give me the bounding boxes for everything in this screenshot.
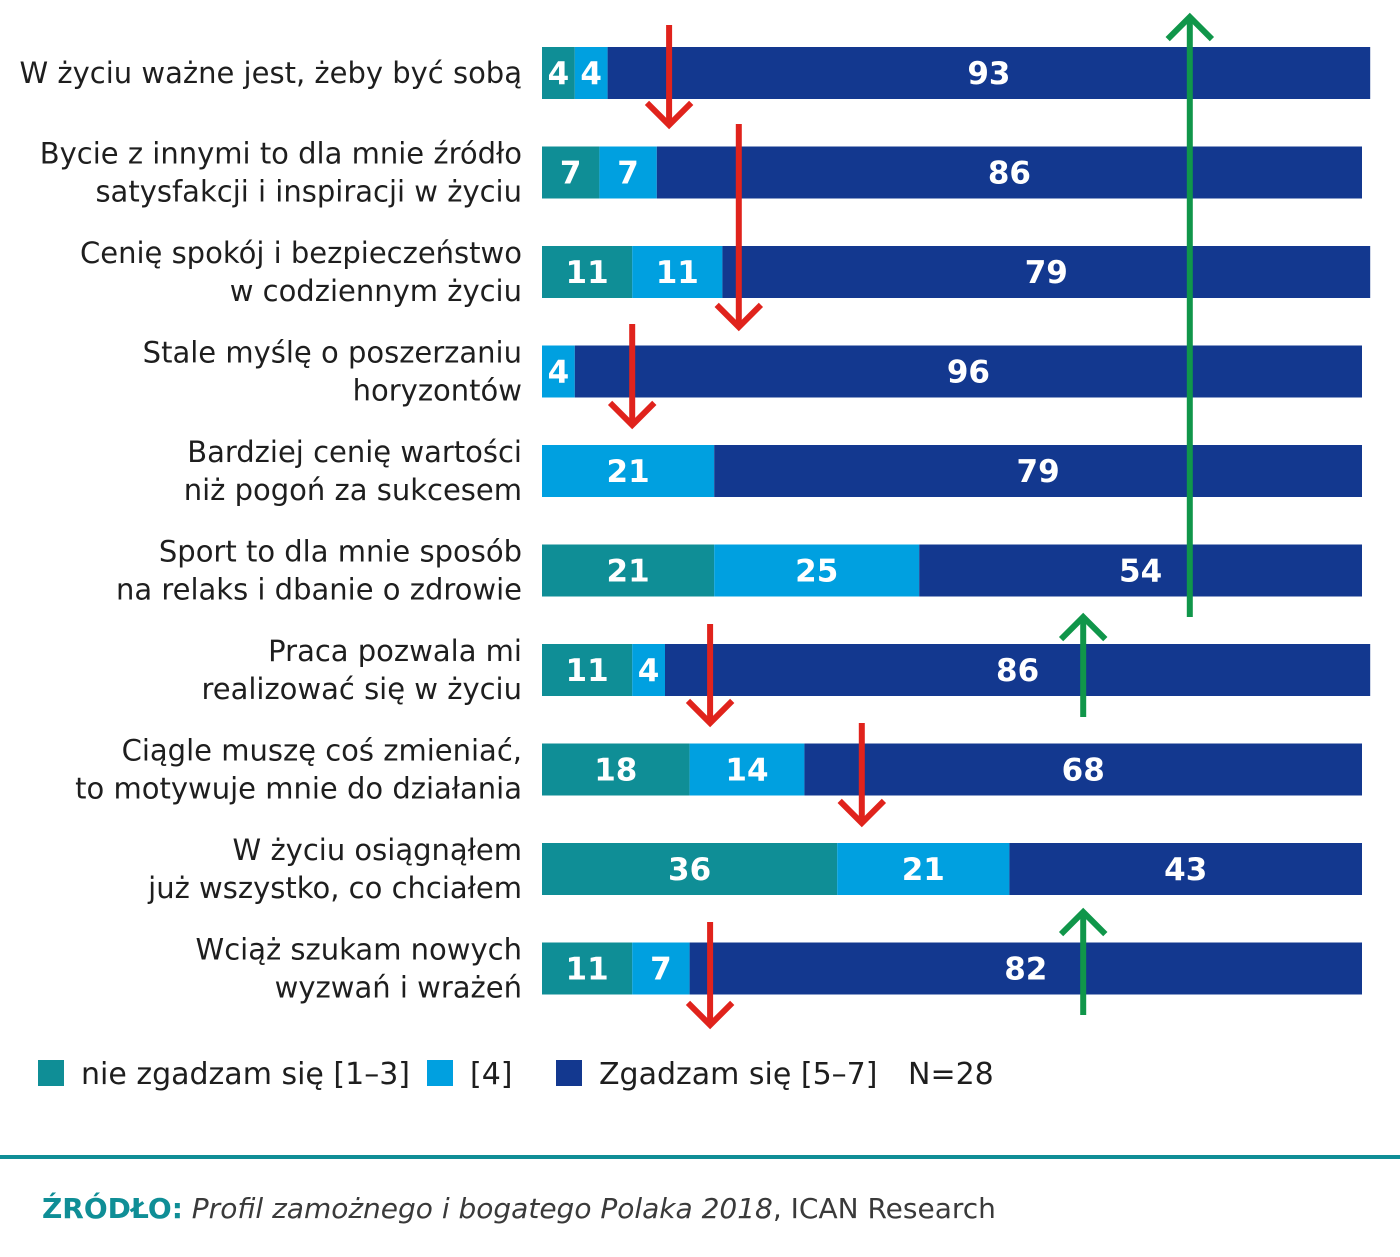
legend-swatch [556,1060,582,1086]
bar-value-label: 11 [566,952,609,988]
up-arrow-icon [1058,907,1108,1015]
bar-segment [665,644,1371,696]
bar-value-label: 82 [1004,952,1047,988]
bar-segment [607,47,1371,99]
bar-segment [689,743,805,796]
bar-value-label: 21 [902,852,945,888]
category-label: Bardziej cenię wartości niż pogoń za sukc… [184,435,522,507]
bar-segment [689,942,1362,995]
bar-value-label: 4 [548,56,570,92]
bar-segment [542,47,575,99]
category-labels: W życiu ważne jest, żeby być sobą Bycie z… [20,56,522,1005]
bar-segment [656,146,1362,199]
category-label: Ciągle muszę coś zmieniać, to motywuje mn… [75,734,522,806]
legend-swatch [427,1060,453,1086]
source-rest: , ICAN Research [772,1192,996,1225]
legend-label: Zgadzam się [5–7] [599,1057,877,1092]
source-title: Profil zamożnego i bogatego Polaka 2018 [191,1192,773,1225]
bar-value-label: 14 [725,753,768,789]
legend-swatch [38,1060,64,1086]
bar-segment [599,146,657,199]
bar-value-label: 21 [607,454,650,490]
bar-value-label: 11 [566,653,609,689]
legend-item: nie zgadzam się [1–3] [38,1057,410,1092]
bar-segment [722,246,1371,298]
bar-segment [542,644,633,696]
bar-segment [919,544,1362,597]
bar-segment [542,345,575,398]
down-arrow-icon [714,124,764,332]
down-arrow-icon [837,723,887,828]
legend-label: [4] [470,1057,513,1092]
bar-segment [542,246,633,298]
trend-arrows [607,12,1215,1030]
bar-segment [542,743,690,796]
down-arrow-icon [607,324,657,430]
bar-value-label: 4 [580,56,602,92]
bar-value-label: 4 [548,355,570,391]
category-label: W życiu ważne jest, żeby być sobą [20,56,522,90]
bar-segment [574,345,1362,398]
bar-value-label: 86 [996,653,1039,689]
legend-label: nie zgadzam się [1–3] [81,1057,410,1092]
bar-value-label: 68 [1062,753,1105,789]
source-note: ŹRÓDŁO: Profil zamożnego i bogatego Pola… [42,1192,996,1225]
legend-item: Zgadzam się [5–7] [556,1057,877,1092]
bar-segment [714,445,1362,497]
bar-value-label: 18 [594,753,637,789]
category-label: Stale myślę o poszerzaniu horyzontów [143,336,522,408]
bar-segment [632,246,723,298]
bar-segment [542,942,633,995]
bar-segment [632,644,665,696]
legend: nie zgadzam się [1–3] [4] Zgadzam się [5–7… [38,1057,994,1092]
bar-segment [1009,843,1362,895]
bar-value-label: 25 [795,554,838,590]
bar-value-label: 36 [668,852,711,888]
bar-segment [574,47,608,99]
bar-segment [804,743,1362,796]
category-label: Wciąż szukam nowych wyzwań i wrażeń [196,933,522,1005]
bar-value-label: 96 [947,355,990,391]
bar-value-label: 21 [607,554,650,590]
bar-segment [632,942,690,995]
bar-value-label: 54 [1119,554,1162,590]
bar-segment [542,843,838,895]
bar-value-label: 11 [656,255,699,291]
category-label: Praca pozwala mi realizować się w życiu [201,634,522,706]
down-arrow-icon [685,922,735,1030]
up-arrow-icon [1058,612,1108,717]
bar-value-label: 11 [566,255,609,291]
source-prefix: ŹRÓDŁO: [42,1192,183,1225]
sample-size-note: N=28 [908,1057,994,1092]
bar-value-label: 7 [650,952,672,988]
footer-divider [0,1155,1400,1159]
bar-segment [714,544,920,597]
bar-value-label: 43 [1164,852,1207,888]
bar-segment [542,544,715,597]
bar-value-label: 4 [638,653,660,689]
category-label: W życiu osiągnąłem już wszystko, co chcia… [147,833,522,905]
bar-value-label: 7 [617,156,639,192]
bar-value-label: 86 [988,156,1031,192]
legend-item: [4] [427,1057,513,1092]
bar-segment [542,445,715,497]
bar-value-label: 7 [560,156,582,192]
bar-value-label: 79 [1017,454,1060,490]
category-label: Bycie z innymi to dla mnie źródło satysfa… [40,137,522,209]
bar-value-label: 93 [967,56,1010,92]
up-arrow-icon [1165,12,1215,617]
category-label: Sport to dla mnie sposób na relaks i dban… [116,535,522,607]
category-label: Cenię spokój i bezpieczeństwo w codzienny… [80,236,522,308]
down-arrow-icon [685,624,735,728]
bar-segment [542,146,600,199]
bar-segment [837,843,1010,895]
bar-value-label: 79 [1025,255,1068,291]
down-arrow-icon [644,25,694,130]
